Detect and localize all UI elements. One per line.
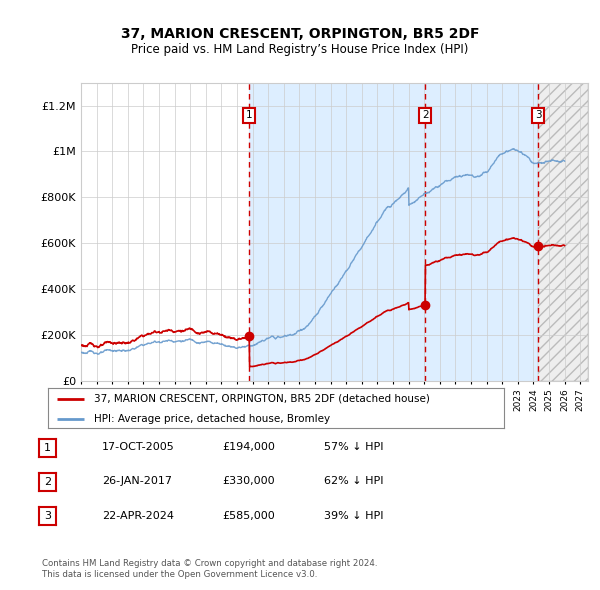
Text: 2: 2 [44,477,51,487]
Text: 1: 1 [246,110,253,120]
Text: 3: 3 [44,512,51,521]
Text: 26-JAN-2017: 26-JAN-2017 [102,477,172,486]
Text: HPI: Average price, detached house, Bromley: HPI: Average price, detached house, Brom… [94,414,330,424]
Text: 3: 3 [535,110,542,120]
Text: 2: 2 [422,110,428,120]
Text: 17-OCT-2005: 17-OCT-2005 [102,442,175,452]
Text: 37, MARION CRESCENT, ORPINGTON, BR5 2DF (detached house): 37, MARION CRESCENT, ORPINGTON, BR5 2DF … [94,394,430,404]
Text: £585,000: £585,000 [222,511,275,520]
Text: Contains HM Land Registry data © Crown copyright and database right 2024.
This d: Contains HM Land Registry data © Crown c… [42,559,377,579]
Bar [250,83,538,381]
Text: 57% ↓ HPI: 57% ↓ HPI [324,442,383,452]
Text: £330,000: £330,000 [222,477,275,486]
Text: 39% ↓ HPI: 39% ↓ HPI [324,511,383,520]
Text: 22-APR-2024: 22-APR-2024 [102,511,174,520]
Text: 37, MARION CRESCENT, ORPINGTON, BR5 2DF: 37, MARION CRESCENT, ORPINGTON, BR5 2DF [121,27,479,41]
Bar [538,83,588,381]
Text: 1: 1 [44,443,51,453]
Bar [81,83,250,381]
Text: 62% ↓ HPI: 62% ↓ HPI [324,477,383,486]
Text: £194,000: £194,000 [222,442,275,452]
Text: Price paid vs. HM Land Registry’s House Price Index (HPI): Price paid vs. HM Land Registry’s House … [131,43,469,56]
